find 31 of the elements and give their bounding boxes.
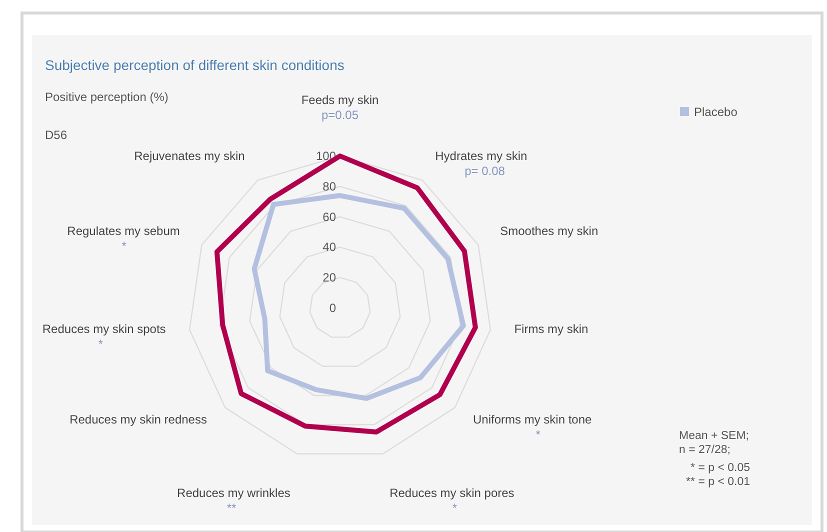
- spoke-label: Reduces my skin spots: [42, 322, 166, 336]
- text: *: [536, 427, 540, 442]
- spoke-label: Hydrates my skin: [435, 148, 528, 163]
- spoke-label: Smoothes my skin: [500, 224, 598, 238]
- spoke-label: Uniforms my skin tone: [473, 412, 592, 426]
- legend-label: Placebo: [694, 105, 738, 119]
- text: Mean + SEM;: [679, 430, 749, 442]
- spoke-label: Reduces my skin redness: [70, 412, 207, 426]
- y-tick-label: 60: [322, 210, 336, 224]
- y-tick-label: 0: [329, 301, 336, 315]
- text: **: [226, 500, 236, 515]
- chart-subtitle: Positive perception (%): [45, 90, 168, 104]
- text: p= 0.08: [464, 164, 505, 178]
- text: *: [98, 337, 104, 352]
- text: ** = p < 0.01: [686, 476, 750, 488]
- spoke-label: Regulates my sebum: [67, 224, 180, 238]
- spoke-label: Reduces my skin pores: [390, 486, 514, 500]
- text: D56: [45, 128, 68, 142]
- text: p=0.05: [321, 108, 359, 122]
- text: n = 27/28;: [679, 444, 730, 456]
- y-tick-label: 40: [322, 240, 336, 254]
- y-tick-label: 20: [322, 270, 336, 285]
- text: *: [122, 238, 126, 253]
- text: *: [452, 500, 458, 515]
- spoke-label: Feeds my skin: [301, 93, 379, 107]
- text: * = p < 0.05: [690, 462, 750, 474]
- chart-title: Subjective perception of different skin conditions: [45, 57, 344, 73]
- spoke-label: Firms my skin: [514, 322, 588, 336]
- spoke-label: Rejuvenates my skin: [134, 148, 245, 163]
- spoke-label: Reduces my wrinkles: [177, 486, 290, 500]
- y-tick-label: 80: [322, 179, 336, 194]
